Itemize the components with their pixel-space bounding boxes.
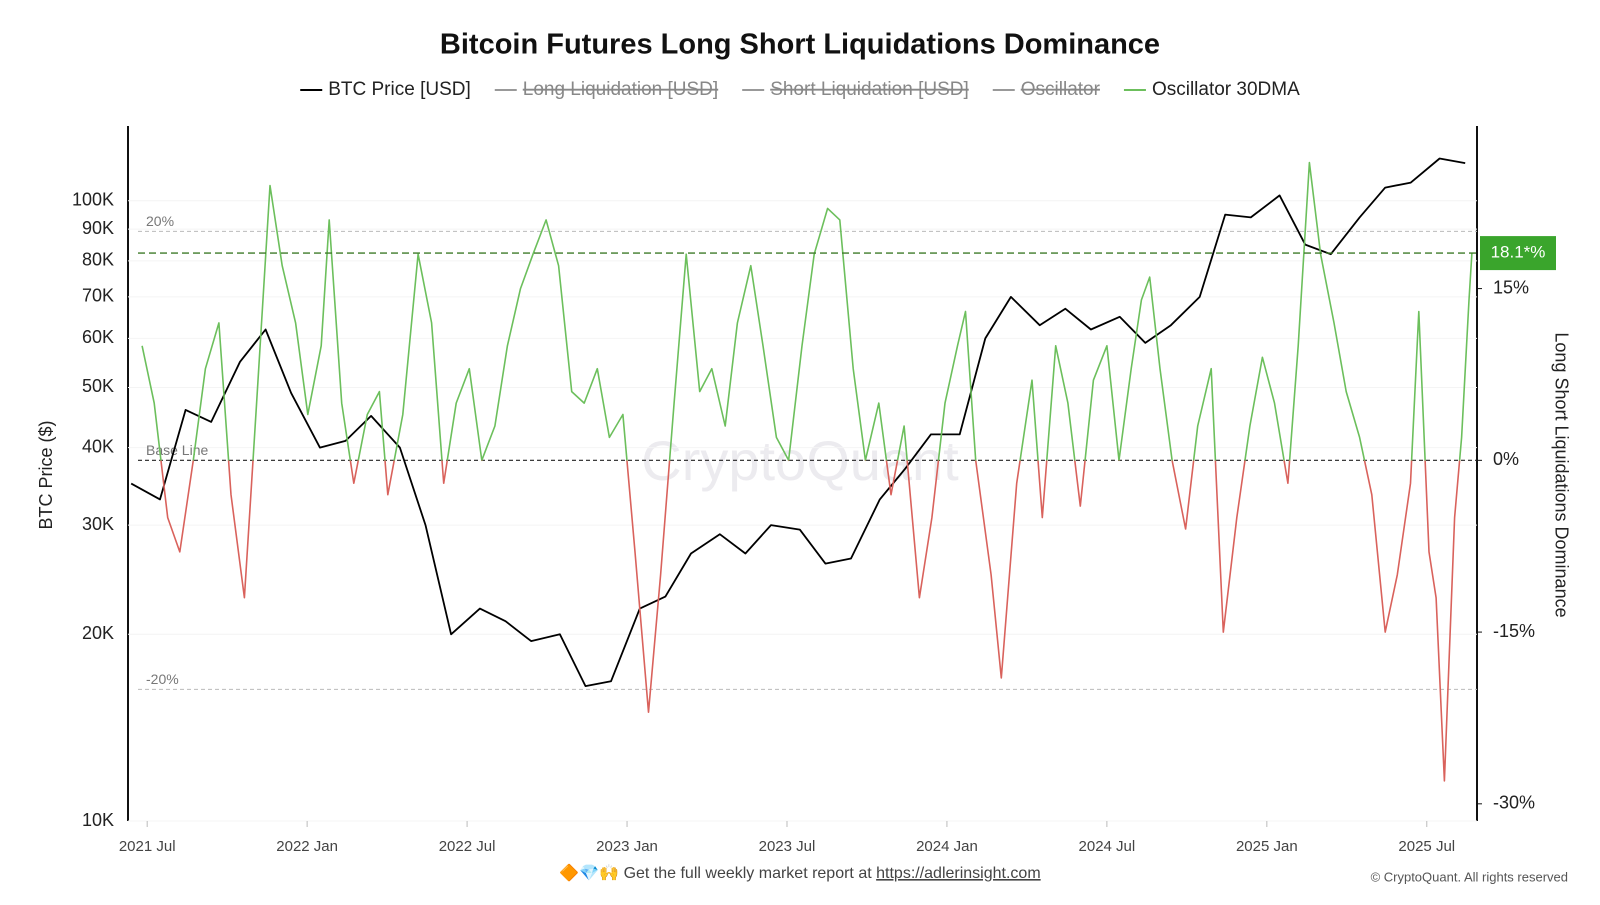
- y-tick-label: 60K: [82, 327, 114, 347]
- x-tick-label: 2023 Jan: [596, 838, 658, 855]
- reference-label: 20%: [146, 213, 174, 229]
- y2-tick-label: -30%: [1493, 793, 1535, 813]
- x-tick-label: 2022 Jan: [276, 838, 338, 855]
- y-tick-label: 70K: [82, 286, 114, 306]
- x-tick-label: 2025 Jan: [1236, 838, 1298, 855]
- y-tick-label: 100K: [72, 190, 114, 210]
- x-tick-label: 2024 Jan: [916, 838, 978, 855]
- x-tick-label: 2023 Jul: [759, 838, 816, 855]
- reference-label: Base Line: [146, 442, 208, 458]
- y-tick-label: 80K: [82, 250, 114, 270]
- current-value-badge: [1480, 236, 1556, 271]
- legend-label: BTC Price [USD]: [328, 79, 471, 100]
- legend-item: BTC Price [USD]: [300, 79, 471, 100]
- legend-item: Oscillator: [992, 79, 1101, 100]
- y-tick-label: 40K: [82, 436, 114, 456]
- copyright: © CryptoQuant. All rights reserved: [1371, 869, 1568, 884]
- chart-title: Bitcoin Futures Long Short Liquidations …: [440, 29, 1160, 61]
- x-tick-label: 2022 Jul: [439, 838, 496, 855]
- current-value-label: 18.1*%: [1491, 243, 1546, 262]
- legend-label: Short Liquidation [USD]: [770, 79, 969, 100]
- legend-label: Oscillator 30DMA: [1152, 79, 1300, 100]
- x-tick-label: 2025 Jul: [1398, 838, 1455, 855]
- y2-axis-title: Long Short Liquidations Dominance: [1551, 332, 1571, 617]
- footer-text: Get the full weekly market report at: [624, 865, 873, 882]
- legend-label: Long Liquidation [USD]: [523, 79, 718, 100]
- y-tick-label: 50K: [82, 376, 114, 396]
- series-line: [130, 157, 1466, 687]
- y2-tick-label: 0%: [1493, 449, 1519, 469]
- y-tick-label: 90K: [82, 218, 114, 238]
- footer-link[interactable]: https://adlerinsight.com: [876, 865, 1041, 882]
- y-tick-label: 30K: [82, 514, 114, 534]
- legend-item: Short Liquidation [USD]: [742, 79, 969, 100]
- legend-item: Long Liquidation [USD]: [494, 79, 718, 100]
- series-line: [141, 161, 1473, 782]
- footer: 🔶💎🙌 Get the full weekly market report at…: [559, 863, 1040, 882]
- y-axis-title: BTC Price ($): [36, 420, 56, 529]
- x-tick-label: 2021 Jul: [119, 838, 176, 855]
- y-tick-label: 10K: [82, 810, 114, 830]
- legend-label: Oscillator: [1021, 79, 1101, 100]
- legend-item: Oscillator 30DMA: [1123, 79, 1300, 100]
- x-tick-label: 2024 Jul: [1079, 838, 1136, 855]
- y2-tick-label: 15%: [1493, 277, 1529, 297]
- y2-tick-label: -15%: [1493, 621, 1535, 641]
- legend: BTC Price [USD] Long Liquidation [USD] Sho…: [300, 79, 1300, 100]
- reference-label: -20%: [146, 671, 179, 687]
- footer-emoji: 🔶💎🙌: [559, 863, 619, 882]
- y-tick-label: 20K: [82, 623, 114, 643]
